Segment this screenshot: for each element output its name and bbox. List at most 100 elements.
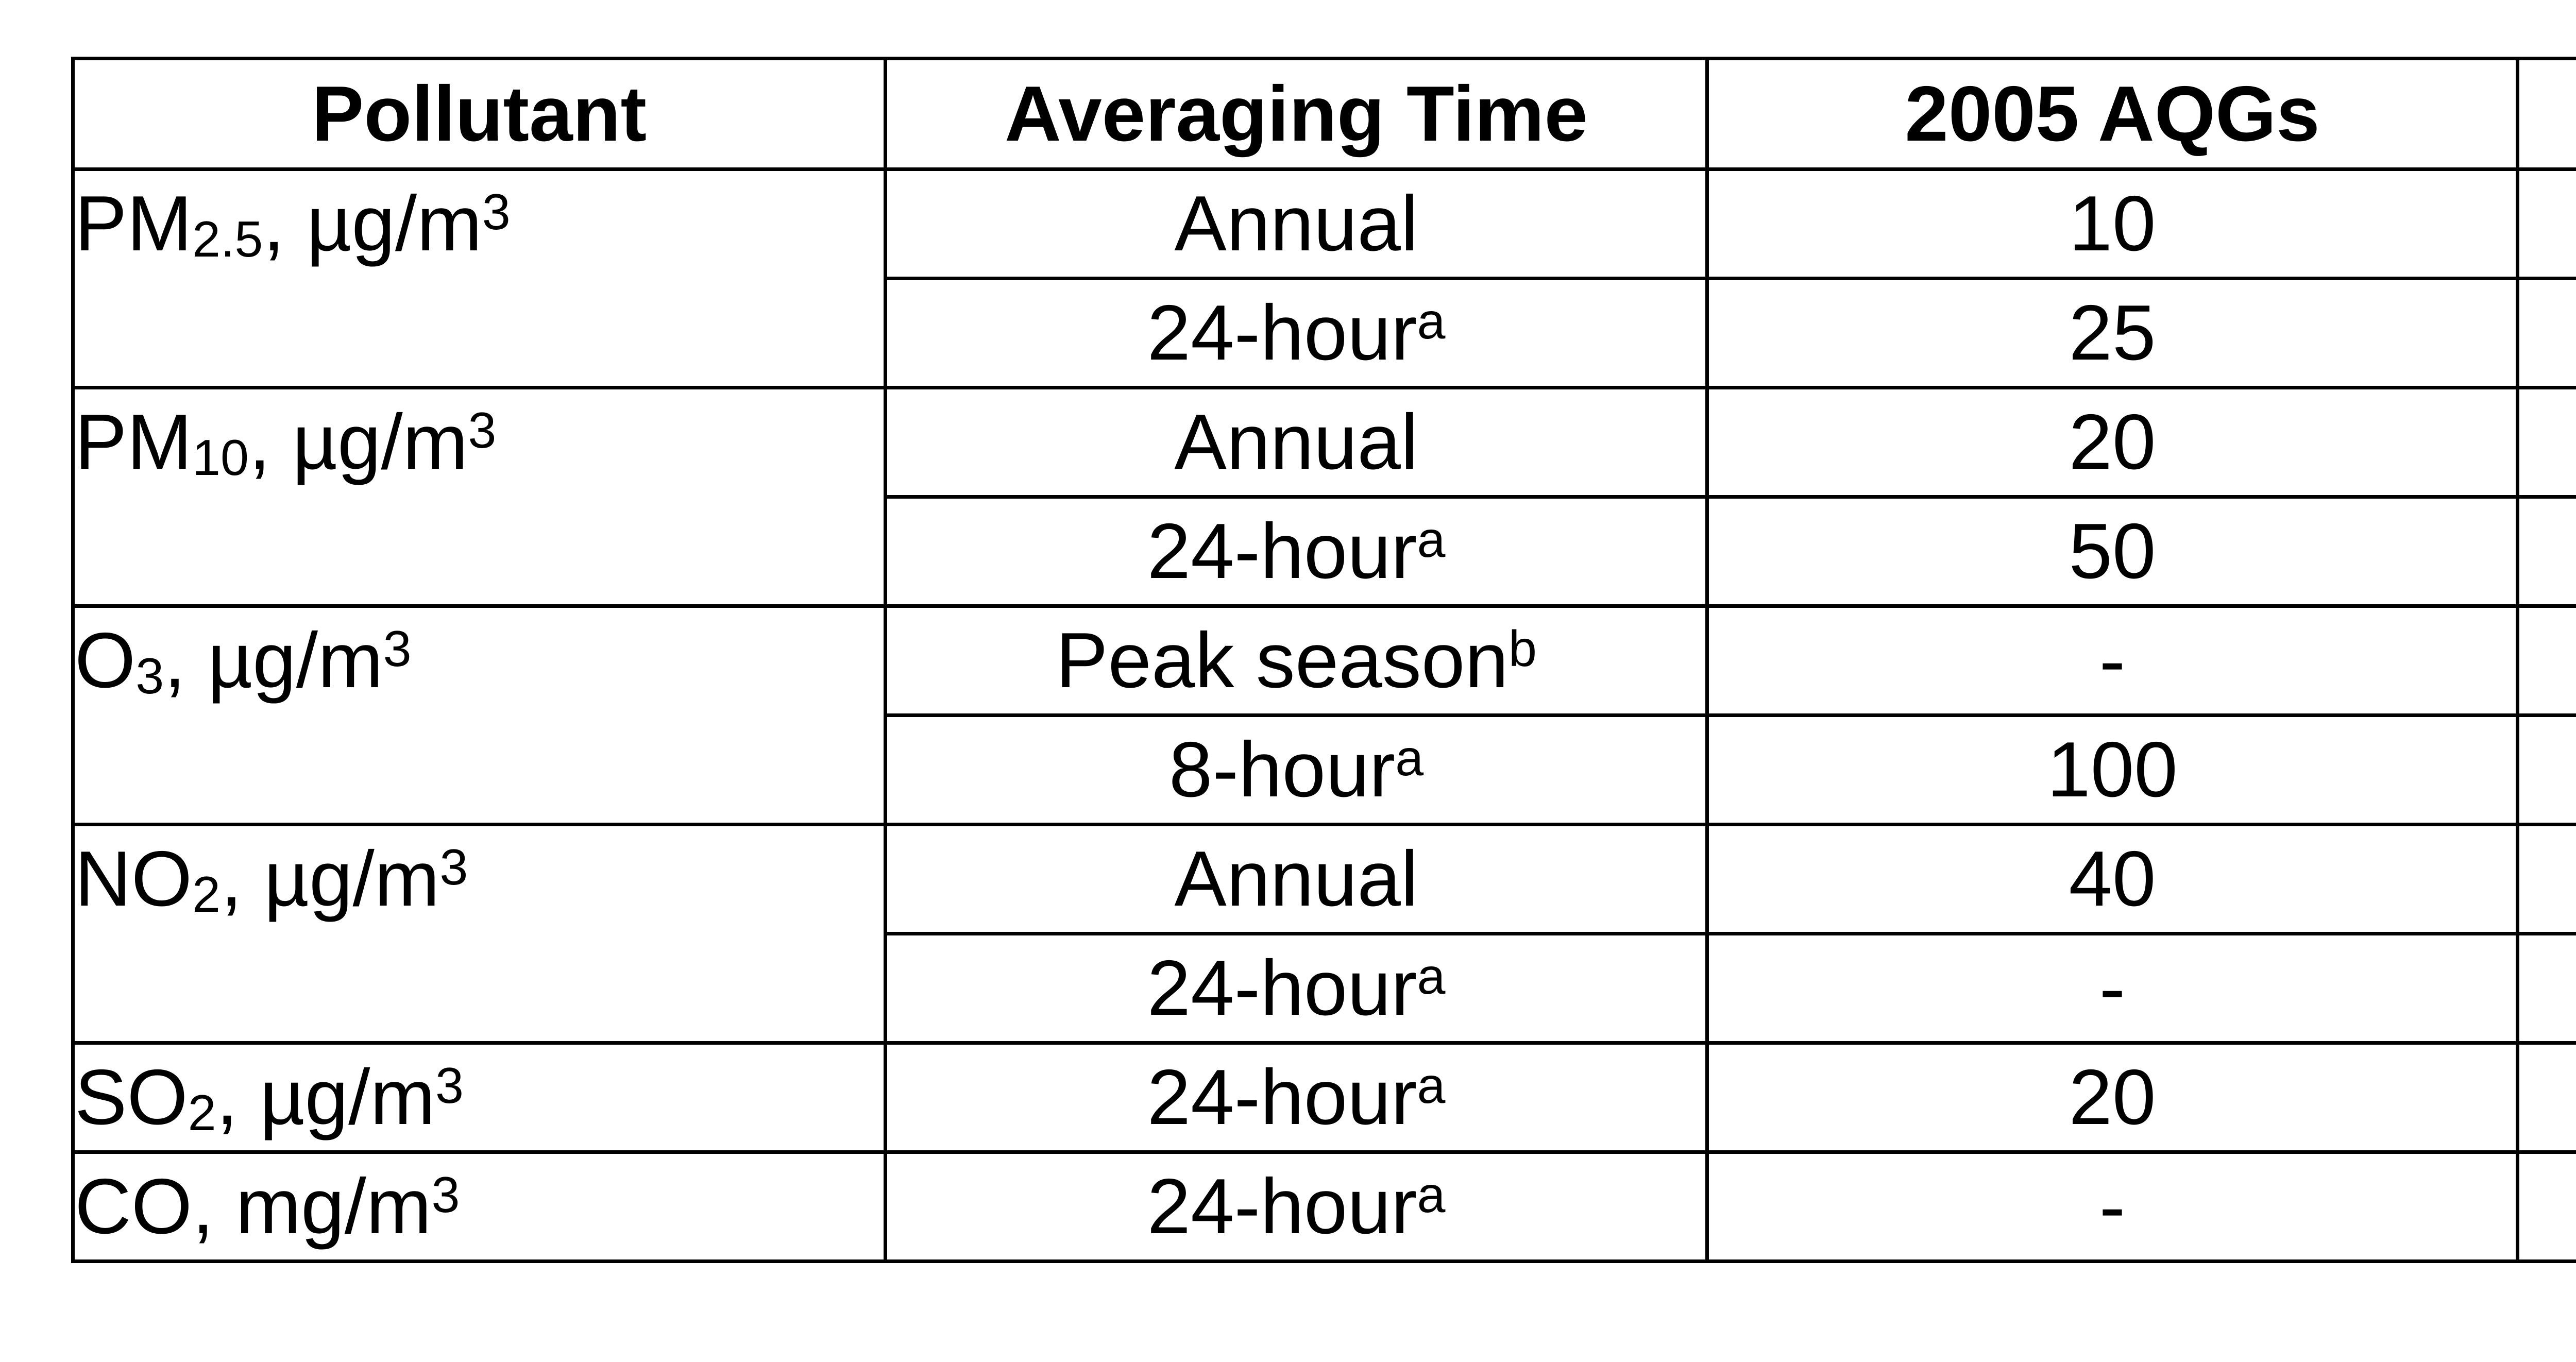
averaging-time: 24-hour	[1147, 289, 1417, 377]
aqg-comparison-table: Pollutant Averaging Time 2005 AQGs 2021 …	[71, 57, 2576, 1263]
pollutant-subscript: 10	[192, 429, 249, 486]
pollutant-label: O	[75, 617, 136, 704]
pollutant-label: NO	[75, 835, 192, 923]
aqg-2005-value: 20	[2069, 398, 2156, 486]
aqg-2005-cell: 20	[1705, 386, 2519, 499]
aqg-2005-value: -	[2099, 1163, 2126, 1250]
averaging-time-cell: Annual	[884, 386, 1709, 499]
aqg-2005-cell: 25	[1705, 277, 2519, 389]
aqg-2021-cell: 4	[2516, 1150, 2576, 1263]
pollutant-unit: , µg/m	[164, 617, 383, 704]
aqg-2021-cell: 100	[2516, 713, 2576, 826]
pollutant-label: SO	[75, 1053, 188, 1141]
aqg-2005-cell: 20	[1705, 1041, 2519, 1154]
aqg-2021-cell: 5	[2516, 167, 2576, 280]
aqg-2021-cell: 10	[2516, 823, 2576, 935]
header-2005-aqgs: 2005 AQGs	[1705, 57, 2519, 171]
averaging-time: 24-hour	[1147, 1053, 1417, 1141]
averaging-time-cell: 24-houra	[884, 277, 1709, 389]
pollutant-cell-no2: NO2, µg/m3	[71, 823, 887, 1045]
header-row: Pollutant Averaging Time 2005 AQGs 2021 …	[71, 57, 2576, 171]
table-row: 24-houra 50 45	[73, 495, 2576, 608]
aqg-2005-cell: 40	[1705, 823, 2519, 935]
aqg-2005-cell: -	[1705, 1150, 2519, 1263]
table-row: PM10, µg/m3 Annual 20 15	[71, 386, 2576, 608]
pollutant-exponent: 3	[383, 620, 412, 677]
header-averaging-time: Averaging Time	[884, 57, 1709, 171]
pollutant-unit: , µg/m	[263, 180, 482, 267]
aqg-2005-value: 50	[2069, 507, 2156, 595]
pollutant-label: CO	[75, 1163, 192, 1250]
averaging-time: 24-hour	[1147, 1163, 1417, 1250]
footnote-marker: a	[1417, 292, 1446, 349]
pollutant-cell-pm25: PM2.5, µg/m3	[71, 167, 887, 389]
aqg-2021-cell: 40	[2516, 1041, 2576, 1154]
aqg-2005-cell: 50	[1705, 495, 2519, 608]
header-2021-aqgs: 2021 AQGs	[2516, 57, 2576, 171]
pollutant-unit: , µg/m	[216, 1053, 435, 1141]
pollutant-exponent: 3	[439, 838, 468, 895]
pollutant-cell-o3: O3, µg/m3	[71, 604, 887, 826]
aqg-2021-cell: 45	[2516, 495, 2576, 608]
aqg-2005-value: 20	[2069, 1053, 2156, 1141]
footnote-marker: b	[1508, 620, 1537, 677]
footnote-marker: a	[1417, 1057, 1446, 1114]
pollutant-label: PM	[75, 398, 192, 486]
averaging-time-cell: 24-houra	[884, 495, 1709, 608]
pollutant-label: PM	[75, 180, 192, 267]
aqg-2005-cell: 100	[1705, 713, 2519, 826]
aqg-2005-value: -	[2099, 617, 2126, 704]
averaging-time-cell: Annual	[884, 823, 1709, 935]
averaging-time: Annual	[1174, 835, 1418, 923]
averaging-time: 24-hour	[1147, 507, 1417, 595]
pollutant-unit: , mg/m	[192, 1163, 432, 1250]
aqg-2005-value: 40	[2069, 835, 2156, 923]
averaging-time: Peak season	[1056, 617, 1509, 704]
averaging-time: Annual	[1174, 398, 1418, 486]
averaging-time-cell: Annual	[884, 167, 1709, 280]
averaging-time-cell: 24-houra	[884, 1041, 1709, 1154]
aqg-2005-value: 10	[2069, 180, 2156, 267]
pollutant-subscript: 2	[188, 1084, 216, 1141]
header-pollutant: Pollutant	[71, 57, 887, 171]
table-row: 24-houra 25 15	[73, 277, 2576, 389]
pollutant-exponent: 3	[431, 1166, 460, 1223]
pollutant-exponent: 3	[435, 1057, 464, 1114]
footnote-marker: a	[1417, 947, 1446, 1005]
table-row: SO2, µg/m3 24-houra 20 40	[71, 1041, 2576, 1154]
averaging-time-cell: 24-houra	[884, 1150, 1709, 1263]
pollutant-cell-pm10: PM10, µg/m3	[71, 386, 887, 608]
aqg-2005-cell: -	[1705, 604, 2519, 717]
pollutant-unit: , µg/m	[248, 398, 468, 486]
pollutant-subscript: 3	[135, 647, 164, 704]
aqg-2005-value: 100	[2047, 726, 2178, 813]
footnote-marker: a	[1417, 1166, 1446, 1223]
aqg-2021-cell: 15	[2516, 386, 2576, 499]
aqg-2021-cell: 60	[2516, 604, 2576, 717]
table-row: PM2.5, µg/m3 Annual 10 5	[71, 167, 2576, 389]
averaging-time-cell: 24-houra	[884, 932, 1709, 1045]
averaging-time: Annual	[1174, 180, 1418, 267]
aqg-2005-cell: 10	[1705, 167, 2519, 280]
pollutant-exponent: 3	[482, 183, 511, 240]
table-row: 24-houra - 25	[73, 932, 2576, 1045]
pollutant-unit: , µg/m	[220, 835, 440, 923]
table-row: CO, mg/m3 24-houra - 4	[71, 1150, 2576, 1263]
aqg-2005-value: 25	[2069, 289, 2156, 377]
pollutant-cell-so2: SO2, µg/m3	[71, 1041, 887, 1154]
aqg-2021-cell: 25	[2516, 932, 2576, 1045]
pollutant-subscript: 2	[192, 865, 221, 923]
averaging-time-cell: 8-houra	[884, 713, 1709, 826]
pollutant-subscript: 2.5	[192, 210, 263, 267]
table-row: 8-houra 100 100	[73, 713, 2576, 826]
table-row: O3, µg/m3 Peak seasonb - 60	[71, 604, 2576, 826]
pollutant-exponent: 3	[468, 401, 497, 458]
footnote-marker: a	[1417, 510, 1446, 568]
aqg-2005-cell: -	[1705, 932, 2519, 1045]
averaging-time: 8-hour	[1168, 726, 1396, 813]
aqg-2021-cell: 15	[2516, 277, 2576, 389]
pollutant-cell-co: CO, mg/m3	[71, 1150, 887, 1263]
aqg-2005-value: -	[2099, 944, 2126, 1032]
averaging-time-cell: Peak seasonb	[884, 604, 1709, 717]
